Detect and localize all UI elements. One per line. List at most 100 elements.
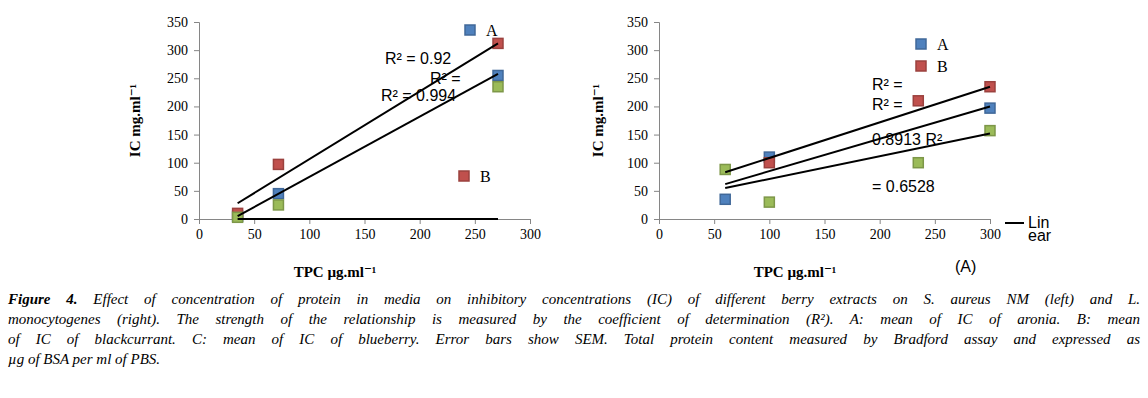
- y-tick: 0: [181, 212, 199, 227]
- y-tick: 350: [627, 15, 659, 30]
- y-tick-label: 100: [627, 156, 648, 171]
- y-tick-label: 0: [641, 212, 648, 227]
- caption-line: µg of BSA per ml of PBS.: [8, 349, 1140, 369]
- caption-text: µg of BSA per ml of PBS.: [8, 351, 160, 367]
- y-tick: 300: [167, 43, 199, 58]
- x-tick: 50: [248, 219, 262, 242]
- y-tick: 100: [627, 156, 659, 171]
- y-tick: 100: [167, 156, 199, 171]
- x-axis-line: [200, 220, 531, 225]
- point: [493, 38, 503, 48]
- y-tick-label: 200: [627, 99, 648, 114]
- annotations: R² =R² =0.8913 R²= 0.6528Linear(A): [872, 76, 1052, 275]
- point: [720, 164, 730, 174]
- y-axis-line: [194, 23, 200, 220]
- caption-text: Effect of concentration of protein in me…: [93, 291, 1140, 307]
- x-tick: 150: [355, 219, 376, 242]
- series: [233, 38, 503, 218]
- x-tick-mark: [825, 219, 826, 224]
- x-axis: 0 50 100 150 200 250 300: [656, 219, 1001, 242]
- y-axis-title: IC mg.ml⁻¹: [127, 84, 143, 157]
- x-tick-mark: [935, 219, 936, 224]
- y-axis: 0 50 100 150 200 250 300 350: [627, 15, 660, 227]
- legend-swatch: [459, 171, 469, 181]
- y-tick-label: 250: [167, 71, 188, 86]
- x-axis-line: [660, 220, 991, 225]
- x-tick-label: 300: [520, 227, 541, 242]
- x-tick-mark: [990, 219, 991, 224]
- y-tick-mark: [654, 22, 659, 23]
- x-tick-label: 50: [708, 227, 722, 242]
- y-tick: 250: [167, 71, 199, 86]
- y-tick: 50: [174, 184, 199, 199]
- legend-swatch: [916, 39, 926, 49]
- trend-line: [238, 74, 498, 216]
- caption: Figure 4. Effect of concentration of pro…: [8, 289, 1140, 369]
- legend-label: A: [937, 36, 949, 53]
- y-tick-mark: [654, 78, 659, 79]
- y-tick-mark: [654, 191, 659, 192]
- y-tick-label: 150: [167, 128, 188, 143]
- y-tick-mark: [654, 106, 659, 107]
- x-tick: 200: [870, 219, 891, 242]
- trend-line: [238, 218, 498, 220]
- x-axis-title: TPC µg.ml⁻¹: [754, 264, 837, 280]
- point: [913, 96, 923, 106]
- x-tick: 100: [759, 219, 780, 242]
- y-tick-label: 300: [167, 43, 188, 58]
- x-tick: 250: [925, 219, 946, 242]
- y-tick: 150: [627, 128, 659, 143]
- y-tick-label: 100: [167, 156, 188, 171]
- y-tick-mark: [654, 135, 659, 136]
- caption-line: Figure 4. Effect of concentration of pro…: [8, 289, 1140, 309]
- x-tick: 50: [708, 219, 722, 242]
- y-tick-mark: [194, 135, 199, 136]
- series: [720, 126, 995, 207]
- legend-label: A: [486, 22, 498, 39]
- plot-area: [720, 82, 995, 207]
- y-tick-label: 50: [174, 184, 188, 199]
- y-tick: 200: [627, 99, 659, 114]
- x-tick: 0: [656, 219, 663, 242]
- legend-line-swatch: [1005, 222, 1024, 224]
- y-tick-label: 200: [167, 99, 188, 114]
- caption-label: Figure 4.: [8, 291, 78, 307]
- y-axis-line: [654, 23, 660, 220]
- y-axis: 050100150200250300350: [167, 15, 200, 227]
- x-tick-label: 100: [299, 227, 320, 242]
- y-tick: 50: [634, 184, 659, 199]
- y-tick-mark: [194, 163, 199, 164]
- x-tick-mark: [714, 219, 715, 224]
- legend-swatch: [465, 25, 475, 35]
- annotation: = 0.6528: [872, 178, 935, 195]
- x-axis: 050100150200250300: [196, 219, 541, 242]
- x-tick: 250: [465, 219, 486, 242]
- chart: 0 50 100 150 200 250 300 0 50 100 150 200 250 300 350 T…: [590, 15, 1052, 280]
- trend-line: [238, 43, 498, 203]
- x-tick-label: 100: [759, 227, 780, 242]
- annotation: R² =: [430, 70, 461, 87]
- chart: 050100150200250300050100150200250300350T…: [127, 15, 541, 280]
- y-tick: 300: [627, 43, 659, 58]
- x-tick-label: 300: [980, 227, 1001, 242]
- trend-line: [725, 106, 990, 184]
- caption-text: of IC of blackcurrant. C: mean of IC of …: [8, 331, 1140, 347]
- point: [273, 200, 283, 210]
- x-tick-mark: [769, 219, 770, 224]
- y-tick-mark: [194, 106, 199, 107]
- annotation: (A): [955, 258, 976, 275]
- x-tick: 150: [815, 219, 836, 242]
- plot-area: [233, 38, 503, 222]
- series: [233, 70, 503, 221]
- legend-swatch: [916, 61, 926, 71]
- annotation: 0.8913 R²: [872, 131, 943, 148]
- annotation: R² =: [872, 76, 903, 93]
- x-tick-label: 200: [870, 227, 891, 242]
- x-tick-label: 250: [925, 227, 946, 242]
- y-axis-title: IC mg.ml⁻¹: [590, 84, 606, 157]
- y-tick-label: 250: [627, 71, 648, 86]
- legend: AB: [459, 22, 498, 185]
- x-tick-mark: [880, 219, 881, 224]
- y-tick-mark: [654, 50, 659, 51]
- y-tick-mark: [654, 163, 659, 164]
